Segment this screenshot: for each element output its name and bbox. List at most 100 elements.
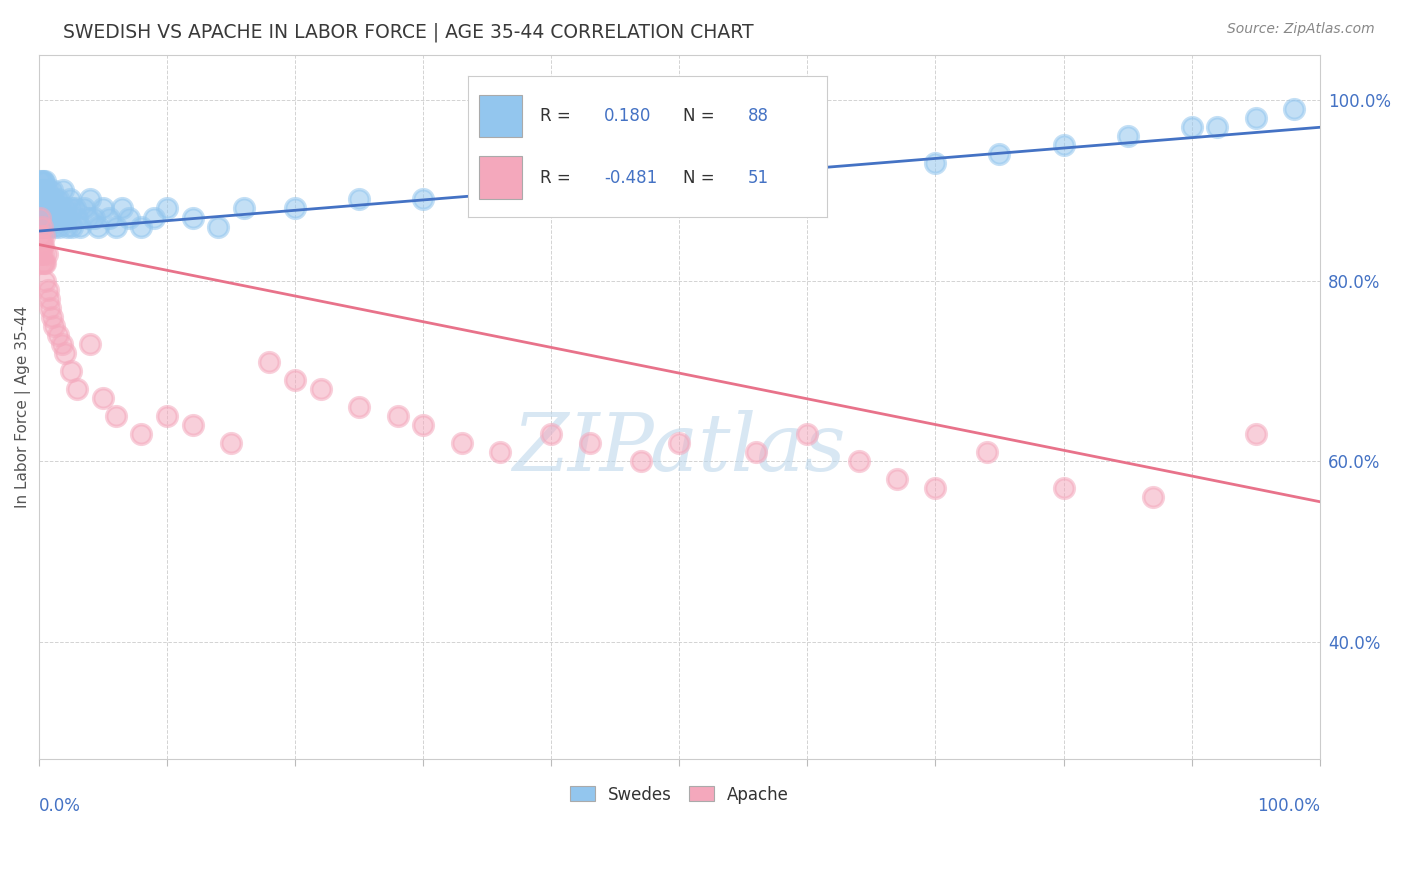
Point <box>63 202 86 216</box>
Point <box>1052 138 1074 153</box>
Point <box>87 219 110 234</box>
Point <box>387 409 409 423</box>
Point <box>31 174 53 188</box>
Point <box>38 219 60 234</box>
Point <box>156 202 179 216</box>
Point <box>34 193 56 207</box>
Point <box>31 202 53 216</box>
Point <box>41 184 63 198</box>
Point <box>66 211 89 225</box>
Point <box>45 202 67 216</box>
Point <box>111 202 134 216</box>
Point <box>37 283 59 297</box>
Text: 100.0%: 100.0% <box>1257 797 1320 815</box>
Point <box>31 211 53 225</box>
Point <box>30 211 52 225</box>
Text: Source: ZipAtlas.com: Source: ZipAtlas.com <box>1227 22 1375 37</box>
Point <box>59 193 82 207</box>
Point <box>76 211 98 225</box>
Point <box>117 211 139 225</box>
Point <box>34 174 56 188</box>
Point <box>45 211 67 225</box>
Point <box>35 211 58 225</box>
Text: ZIPatlas: ZIPatlas <box>513 410 846 488</box>
Point <box>30 193 52 207</box>
Point <box>38 292 60 306</box>
Point <box>31 193 53 207</box>
Point <box>30 246 52 260</box>
Point <box>1244 427 1267 442</box>
Point <box>30 174 52 188</box>
Point <box>412 417 434 432</box>
Point <box>924 156 946 170</box>
Point <box>41 202 63 216</box>
Point <box>31 219 53 234</box>
Point <box>59 364 82 378</box>
Point <box>34 211 56 225</box>
Point <box>59 202 82 216</box>
Point <box>284 202 307 216</box>
Point <box>46 327 69 342</box>
Point <box>668 174 690 188</box>
Point <box>745 445 768 459</box>
Point <box>35 219 58 234</box>
Point <box>540 184 562 198</box>
Point <box>37 202 59 216</box>
Point <box>34 255 56 269</box>
Point <box>988 147 1011 161</box>
Legend: Swedes, Apache: Swedes, Apache <box>564 779 796 810</box>
Point <box>848 454 870 468</box>
Point <box>51 211 73 225</box>
Point <box>55 211 77 225</box>
Point <box>450 436 472 450</box>
Point <box>39 202 62 216</box>
Point <box>30 228 52 243</box>
Point <box>309 382 332 396</box>
Point <box>131 219 153 234</box>
Point <box>924 481 946 495</box>
Point <box>31 202 53 216</box>
Point <box>578 436 600 450</box>
Point <box>30 211 52 225</box>
Point <box>52 184 75 198</box>
Point <box>44 219 66 234</box>
Point <box>79 193 101 207</box>
Point <box>630 454 652 468</box>
Point <box>98 211 121 225</box>
Point <box>540 427 562 442</box>
Point <box>31 237 53 252</box>
Text: SWEDISH VS APACHE IN LABOR FORCE | AGE 35-44 CORRELATION CHART: SWEDISH VS APACHE IN LABOR FORCE | AGE 3… <box>63 22 754 42</box>
Point <box>347 400 370 414</box>
Point <box>1244 112 1267 126</box>
Point <box>1282 102 1305 116</box>
Point <box>91 391 114 405</box>
Point <box>1116 129 1139 144</box>
Point <box>31 246 53 260</box>
Point <box>219 436 242 450</box>
Point <box>32 193 55 207</box>
Point <box>32 211 55 225</box>
Point <box>1052 481 1074 495</box>
Point <box>489 445 512 459</box>
Point <box>259 355 281 369</box>
Point <box>31 193 53 207</box>
Point <box>83 211 105 225</box>
Point <box>32 255 55 269</box>
Point <box>31 219 53 234</box>
Point <box>131 427 153 442</box>
Point <box>156 409 179 423</box>
Point <box>42 211 65 225</box>
Point <box>207 219 229 234</box>
Point <box>48 219 70 234</box>
Point <box>886 472 908 486</box>
Point <box>32 202 55 216</box>
Point <box>181 211 204 225</box>
Point <box>35 246 58 260</box>
Point <box>668 436 690 450</box>
Point <box>796 156 818 170</box>
Point <box>284 373 307 387</box>
Point <box>976 445 998 459</box>
Point <box>31 184 53 198</box>
Text: 0.0%: 0.0% <box>39 797 82 815</box>
Point <box>31 237 53 252</box>
